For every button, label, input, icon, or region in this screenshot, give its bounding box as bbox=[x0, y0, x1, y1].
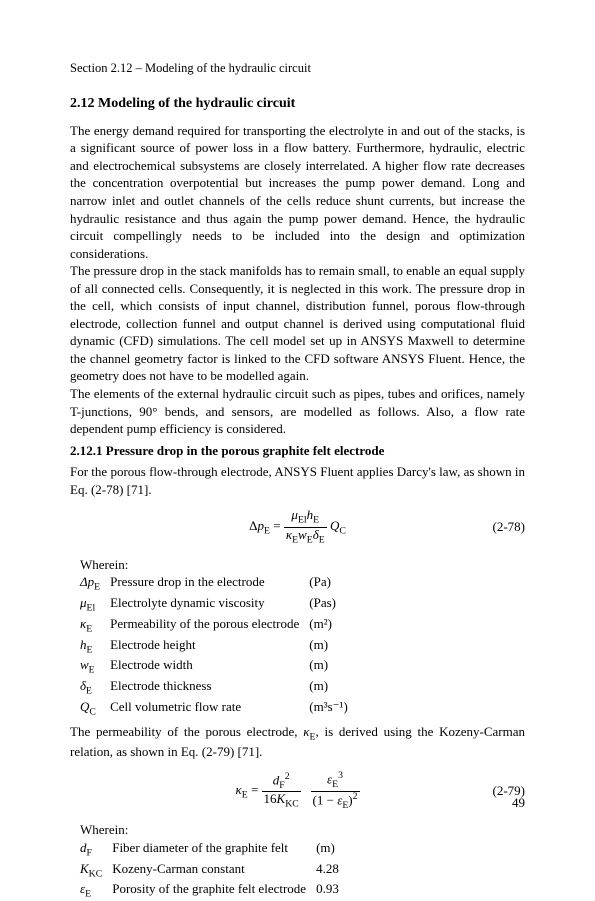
equation-1: ΔpE = μElhE κEwEδE QC (2-78) bbox=[70, 508, 525, 546]
symbol-row: κEPermeability of the porous electrode(m… bbox=[80, 615, 358, 636]
heading-2: 2.12 Modeling of the hydraulic circuit bbox=[70, 95, 525, 114]
paragraph-4: For the porous flow-through electrode, A… bbox=[70, 463, 525, 498]
wherein-label-1: Wherein: bbox=[80, 556, 525, 574]
symbol-row: μElElectrolyte dynamic viscosity(Pas) bbox=[80, 594, 358, 615]
section-header: Section 2.12 – Modeling of the hydraulic… bbox=[70, 60, 525, 77]
symbols-table-1: ΔpEPressure drop in the electrode(Pa)μEl… bbox=[80, 573, 358, 718]
equation-1-body: ΔpE = μElhE κEwEδE QC bbox=[249, 508, 346, 546]
symbol-row: ΔpEPressure drop in the electrode(Pa) bbox=[80, 573, 358, 594]
symbol-row: KKCKozeny-Carman constant4.28 bbox=[80, 860, 349, 881]
wherein-label-2: Wherein: bbox=[80, 821, 525, 839]
symbol-row: hEElectrode height(m) bbox=[80, 636, 358, 657]
page-number: 49 bbox=[512, 794, 525, 812]
heading-3: 2.12.1 Pressure drop in the porous graph… bbox=[70, 442, 525, 460]
page: Section 2.12 – Modeling of the hydraulic… bbox=[0, 0, 595, 842]
equation-1-number: (2-78) bbox=[493, 518, 526, 536]
paragraph-5: The permeability of the porous electrode… bbox=[70, 723, 525, 761]
equation-2: κE = dF2 16KKC εE3 (1 − εE)2 (2-79) bbox=[70, 771, 525, 811]
symbol-row: εEPorosity of the graphite felt electrod… bbox=[80, 880, 349, 901]
symbol-row: δEElectrode thickness(m) bbox=[80, 677, 358, 698]
paragraph-3: The elements of the external hydraulic c… bbox=[70, 385, 525, 438]
symbol-row: QCCell volumetric flow rate(m³s⁻¹) bbox=[80, 698, 358, 719]
symbol-row: wEElectrode width(m) bbox=[80, 656, 358, 677]
equation-2-body: κE = dF2 16KKC εE3 (1 − εE)2 bbox=[235, 771, 359, 811]
paragraph-2: The pressure drop in the stack manifolds… bbox=[70, 262, 525, 385]
paragraph-1: The energy demand required for transport… bbox=[70, 122, 525, 262]
symbols-table-2: dFFiber diameter of the graphite felt(m)… bbox=[80, 839, 349, 901]
